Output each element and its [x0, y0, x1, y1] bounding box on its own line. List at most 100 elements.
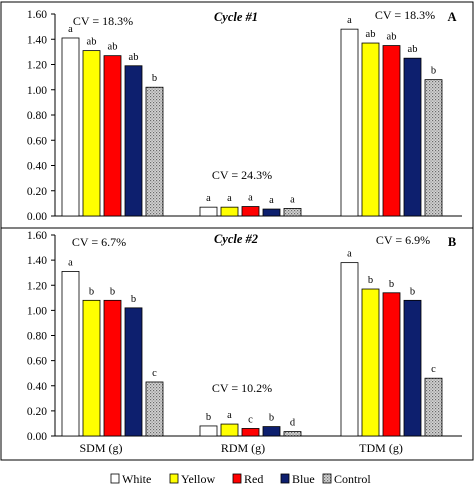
- significance-letter: a: [68, 257, 73, 268]
- significance-letter: b: [431, 66, 436, 77]
- significance-letter: b: [89, 286, 94, 297]
- bar-white-tdm: [340, 262, 359, 437]
- legend-swatch: [110, 473, 120, 484]
- bar-white-sdm: [61, 271, 80, 437]
- panel-title: Cycle #1: [214, 10, 258, 24]
- y-tick-label: 1.60: [27, 9, 47, 21]
- y-tick-label: 1.20: [27, 60, 47, 72]
- legend-label: Control: [334, 472, 371, 486]
- significance-letter: b: [410, 286, 415, 297]
- y-tick-label: 0.40: [27, 161, 47, 173]
- cv-label: CV = 10.2%: [212, 381, 272, 395]
- bar-white-rdm: [199, 425, 218, 437]
- bar-blue-sdm: [124, 65, 143, 217]
- cv-label: CV = 6.7%: [72, 235, 126, 249]
- cv-label: CV = 18.3%: [375, 8, 435, 22]
- significance-letter: a: [68, 24, 73, 35]
- cv-label: CV = 18.3%: [73, 14, 133, 28]
- bar-red-tdm: [382, 45, 401, 217]
- legend-swatch: [232, 473, 242, 484]
- bar-control-tdm: [424, 79, 443, 217]
- significance-letter: ab: [87, 37, 97, 48]
- y-tick-label: 0.40: [27, 381, 47, 393]
- legend-swatch: [280, 473, 290, 484]
- significance-letter: c: [431, 364, 436, 375]
- bar-blue-rdm: [262, 208, 281, 217]
- legend-item-control: Control: [322, 472, 371, 486]
- significance-letter: d: [290, 418, 296, 429]
- legend-label: Yellow: [181, 472, 215, 486]
- panel-frame: [0, 227, 474, 461]
- y-tick-label: 1.20: [27, 280, 47, 292]
- legend-label: White: [122, 472, 151, 486]
- panel-letter: B: [448, 235, 456, 249]
- significance-letter: b: [389, 279, 394, 290]
- bar-yellow-rdm: [220, 206, 239, 217]
- bar-control-rdm: [283, 208, 302, 217]
- bar-white-tdm: [340, 28, 359, 217]
- significance-letter: ab: [366, 29, 376, 40]
- bar-red-sdm: [103, 55, 122, 217]
- significance-letter: a: [347, 249, 352, 260]
- panel-title: Cycle #2: [214, 232, 258, 246]
- bar-yellow-tdm: [361, 42, 380, 217]
- y-tick-label: 0.00: [27, 211, 47, 223]
- bar-yellow-sdm: [82, 299, 101, 437]
- significance-letter: a: [290, 194, 295, 205]
- y-tick-label: 0.20: [27, 406, 47, 418]
- significance-letter: a: [227, 193, 232, 204]
- bar-red-tdm: [382, 292, 401, 437]
- significance-letter: b: [131, 294, 136, 305]
- significance-letter: b: [152, 73, 157, 84]
- y-tick-label: 0.00: [27, 431, 47, 443]
- bar-blue-tdm: [403, 299, 422, 437]
- y-tick-label: 0.60: [27, 135, 47, 147]
- legend-swatch: [322, 473, 332, 484]
- y-tick-label: 1.40: [27, 255, 47, 267]
- y-tick-label: 0.80: [27, 331, 47, 343]
- panel-letter: A: [447, 10, 456, 24]
- y-tick-label: 1.00: [27, 305, 47, 317]
- bar-blue-sdm: [124, 307, 143, 437]
- bar-white-sdm: [61, 37, 80, 217]
- category-label: RDM (g): [221, 441, 265, 455]
- significance-letter: a: [248, 193, 253, 204]
- significance-letter: ab: [129, 52, 139, 63]
- y-tick-label: 0.60: [27, 356, 47, 368]
- y-tick-label: 1.00: [27, 85, 47, 97]
- significance-letter: c: [248, 414, 253, 425]
- bar-red-rdm: [241, 428, 260, 437]
- significance-letter: b: [206, 412, 211, 423]
- legend-label: Blue: [292, 472, 315, 486]
- significance-letter: a: [206, 193, 211, 204]
- cv-label: CV = 6.9%: [376, 233, 430, 247]
- significance-letter: ab: [108, 42, 118, 53]
- bar-blue-rdm: [262, 426, 281, 437]
- significance-letter: b: [110, 286, 115, 297]
- legend-label: Red: [244, 472, 263, 486]
- legend-item-blue: Blue: [280, 472, 315, 486]
- significance-letter: ab: [408, 44, 418, 55]
- legend-item-red: Red: [232, 472, 263, 486]
- y-tick-label: 1.60: [27, 230, 47, 242]
- panel-b: 0.00 0.20 0.40 0.60 0.80 1.00 1.20 1.40 1.60 a b b b…: [0, 227, 474, 461]
- category-label: SDM (g): [79, 441, 122, 455]
- bar-yellow-rdm: [220, 423, 239, 437]
- legend-swatch: [169, 473, 179, 484]
- y-tick-label: 0.20: [27, 186, 47, 198]
- significance-letter: b: [269, 413, 274, 424]
- bar-control-sdm: [145, 86, 164, 217]
- bar-control-tdm: [424, 377, 443, 437]
- legend-item-white: White: [110, 472, 151, 486]
- category-label: TDM (g): [359, 441, 403, 455]
- significance-letter: a: [227, 410, 232, 421]
- bar-control-rdm: [283, 431, 302, 437]
- bar-blue-tdm: [403, 57, 422, 217]
- bar-yellow-tdm: [361, 288, 380, 437]
- significance-letter: b: [368, 275, 373, 286]
- y-tick-label: 1.40: [27, 34, 47, 46]
- bar-red-sdm: [103, 299, 122, 437]
- significance-letter: a: [269, 195, 274, 206]
